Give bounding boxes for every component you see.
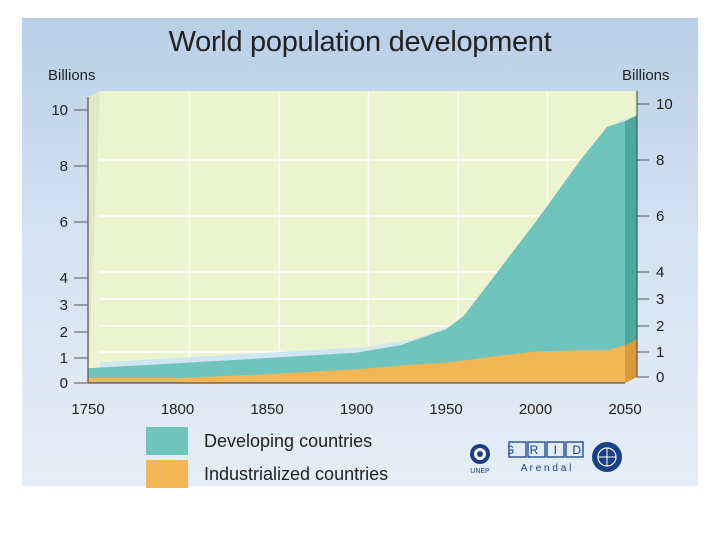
x-tick-label: 1800 [161,401,194,418]
legend-swatch-industrialized [146,460,188,488]
legend-label-industrialized: Industrialized countries [204,463,389,484]
legend-item-industrialized: Industrialized countries [146,460,388,488]
developing-countries-area [88,121,625,383]
x-tick-label: 2050 [608,401,641,418]
y-tick-label-left: 6 [60,214,68,231]
y-tick-label-right: 6 [656,208,664,225]
x-tick-label: 1950 [429,401,462,418]
chart-title: World population development [168,26,552,58]
axes [87,91,638,384]
legend-label-developing: Developing countries [204,430,373,451]
industrialized-area-side [625,339,637,383]
y-tick-label-left: 2 [60,324,68,341]
y-tick-label-left: 4 [60,270,68,287]
y-tick-label-left: 8 [60,158,68,175]
y-tick-label-right: 4 [656,264,664,281]
x-tick-label: 1750 [71,401,104,418]
legend-swatch-developing [146,427,188,455]
y-tick-label-left: 3 [60,297,68,314]
y-tick-label-right: 3 [656,291,664,308]
grid-logo-text: G R I D [508,443,586,457]
un-logo [592,442,622,472]
tick-labels: 1750 1800 1850 1900 1950 2000 2050 0 0 1 1 2 2 3 3 4 4 6 6… [51,96,672,418]
y-tick-label-left: 1 [60,350,68,367]
logos: UNEP G R I D A r e n d a l [462,440,622,480]
y-tick-label-right: 8 [656,152,664,169]
grid-arendal-logo: G R I D A r e n d a l [508,441,586,474]
x-tick-label: 2000 [519,401,552,418]
y-tick-label-right: 2 [656,318,664,335]
unep-logo: UNEP [470,444,490,475]
developing-area-side [625,115,637,383]
unep-logo-text: UNEP [470,468,490,475]
y-tick-label-right: 0 [656,369,664,386]
x-tick-label: 1900 [340,401,373,418]
industrialized-countries-area [88,345,625,383]
arendal-logo-text: A r e n d a l [521,463,572,474]
x-tick-label: 1850 [250,401,283,418]
legend-item-developing: Developing countries [146,427,372,455]
y-tick-label-left: 0 [60,375,68,392]
y-axis-right-unit: Billions [622,67,670,84]
area-series [88,115,637,383]
y-tick-label-right: 1 [656,344,664,361]
y-axis-left-unit: Billions [48,67,96,84]
y-tick-label-left: 10 [51,102,68,119]
y-tick-label-right: 10 [656,96,673,113]
